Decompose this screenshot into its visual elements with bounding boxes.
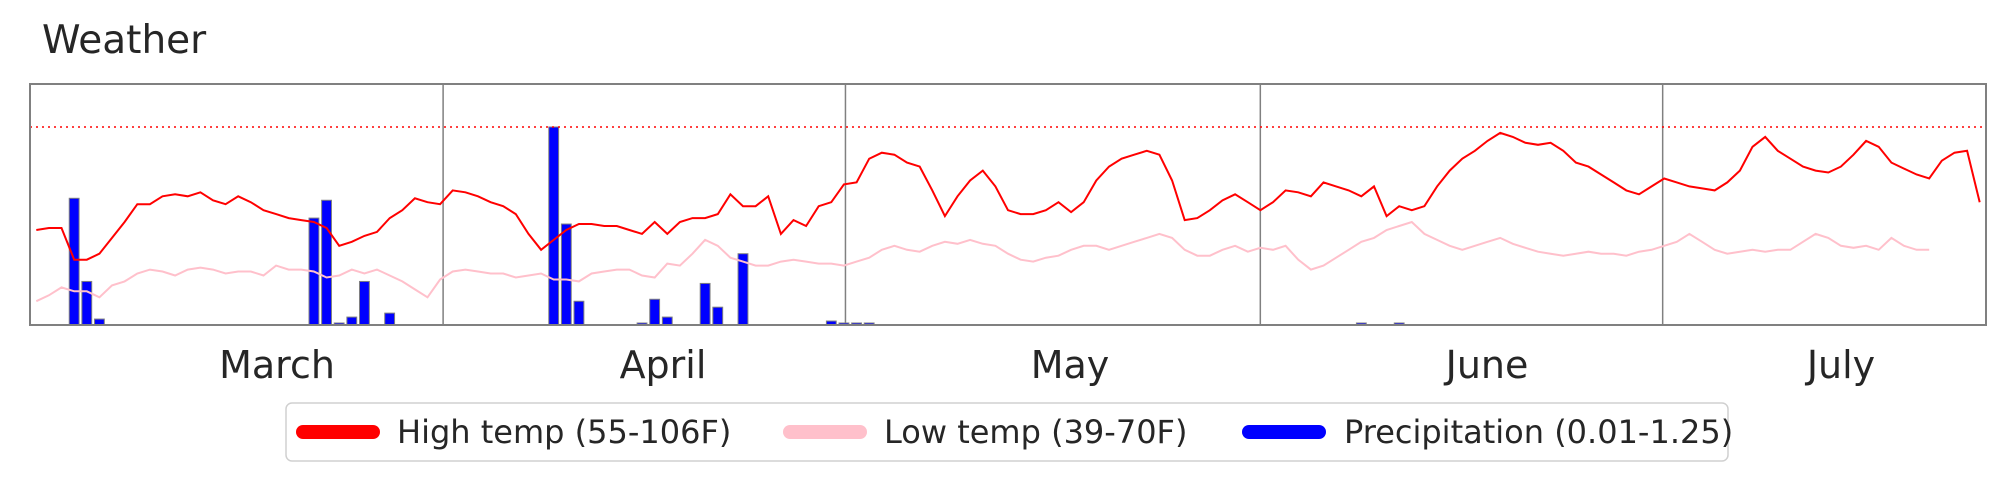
chart-title: Weather <box>42 18 207 63</box>
precip-bar <box>358 280 370 326</box>
x-tick-label: July <box>1805 343 1875 387</box>
low-temp-line <box>35 220 1930 303</box>
legend-label: Precipitation (0.01-1.25) <box>1344 413 1733 451</box>
precip-bar <box>573 300 585 326</box>
precip-bar <box>321 199 332 326</box>
legend-label: High temp (55-106F) <box>397 413 731 451</box>
precip-bar <box>712 306 724 326</box>
x-tick-label: March <box>219 343 335 387</box>
precip-bar <box>661 316 673 326</box>
precip-bar <box>699 282 711 326</box>
high-temp-line <box>36 131 1981 261</box>
precip-bar <box>81 280 93 326</box>
legend-box <box>285 402 1729 462</box>
plot-frame <box>29 83 1987 326</box>
precip-bar <box>384 312 396 326</box>
legend-label: Low temp (39-70F) <box>884 413 1187 451</box>
precip-bar <box>560 223 572 326</box>
x-tick-label: June <box>1444 343 1529 387</box>
precip-bar <box>548 126 560 326</box>
x-tick-label: May <box>1031 343 1110 387</box>
precip-bar <box>68 197 80 326</box>
x-tick-label: April <box>620 343 707 387</box>
precip-bar <box>649 298 661 326</box>
precip-bar <box>737 253 749 326</box>
precip-bar <box>346 316 358 326</box>
